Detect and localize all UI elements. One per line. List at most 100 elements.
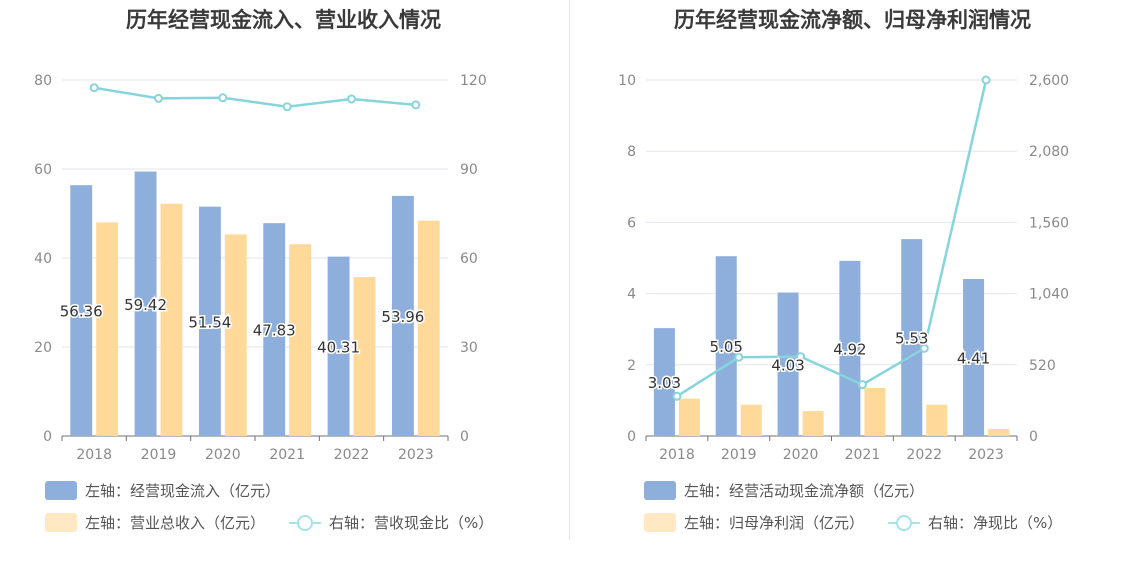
legend-item-net-cash[interactable]: 左轴：经营活动现金流净额（亿元） (644, 480, 924, 501)
legend-line-swatch (289, 513, 322, 532)
y-right-tick-label: 1,560 (1029, 215, 1069, 231)
ratio-line (676, 79, 988, 398)
bar-primary (70, 185, 93, 436)
legend-item-cash-inflow[interactable]: 左轴：经营现金流入（亿元） (45, 480, 280, 501)
bar-data-label: 4.92 (833, 340, 866, 358)
bar-secondary (988, 428, 1010, 436)
x-tick-label: 2023 (398, 447, 434, 463)
ratio-point (857, 380, 867, 390)
ratio-point (89, 83, 99, 93)
chart-title: 历年经营现金流净额、归母净利润情况 (674, 8, 1031, 32)
ratio-point (347, 94, 356, 104)
y-right-tick-label: 120 (460, 73, 487, 89)
bar-data-label: 53.96 (381, 308, 424, 326)
bar-data-label: 3.03 (648, 374, 681, 392)
y-right-tick-label: 30 (460, 340, 478, 356)
legend-swatch (644, 481, 676, 500)
bar-primary (901, 239, 923, 436)
ratio-point (981, 75, 991, 85)
legend-label: 右轴：营收现金比（%） (329, 514, 494, 532)
x-tick-label: 2020 (205, 447, 241, 463)
legend-label: 左轴：归母净利润（亿元） (684, 514, 865, 532)
y-left-tick-label: 0 (627, 429, 636, 445)
bar-secondary (353, 277, 376, 436)
bar-data-label: 59.42 (124, 296, 167, 314)
bar-primary (391, 195, 414, 436)
bar-secondary (678, 398, 700, 436)
bar-secondary (224, 234, 247, 436)
x-tick-label: 2021 (269, 447, 305, 463)
y-left-tick-label: 2 (627, 358, 636, 374)
y-left-tick-label: 6 (627, 215, 636, 231)
bar-secondary (160, 203, 183, 436)
y-right-tick-label: 90 (460, 162, 478, 178)
bar-data-label: 40.31 (317, 338, 360, 356)
bar-primary (198, 206, 221, 436)
bar-secondary (740, 404, 762, 436)
y-left-tick-label: 0 (43, 429, 52, 445)
chart-net-cash-profit: 0 2 4 6 8 10 0 520 1,040 1,560 2,080 2,600 2018 2019 2… (618, 73, 1069, 463)
y-left-tick-label: 20 (34, 340, 52, 356)
x-tick-label: 2018 (76, 447, 112, 463)
legend-item-net-profit[interactable]: 左轴：归母净利润（亿元） (644, 512, 864, 533)
legend-row-2: 左轴：归母净利润（亿元） 右轴：净现比（%） (644, 512, 1086, 533)
bar-data-label: 56.36 (60, 303, 103, 321)
chart-title: 历年经营现金流入、营业收入情况 (126, 8, 441, 32)
y-right-tick-label: 2,600 (1029, 73, 1069, 89)
bar-secondary (96, 222, 119, 436)
ratio-point (734, 352, 744, 362)
legend-item-net-cash-ratio[interactable]: 右轴：净现比（%） (888, 512, 1062, 533)
chart-panel-cash-inflow: 历年经营现金流入、营业收入情况 0 20 40 60 80 0 30 60 90 120 2018 2… (34, 8, 517, 533)
bar-primary (263, 223, 286, 436)
chart-cash-inflow-revenue: 0 20 40 60 80 0 30 60 90 120 2018 2019 2020 2021 2022 2… (34, 73, 487, 463)
bar-secondary (289, 244, 312, 436)
bar-primary (653, 328, 675, 436)
legend-row-1: 左轴：经营活动现金流净额（亿元） (644, 480, 948, 501)
legend-label: 右轴：净现比（%） (928, 514, 1063, 532)
bar-secondary (926, 404, 948, 436)
bar-primary (777, 292, 799, 436)
chart-panel-net-cash: 历年经营现金流净额、归母净利润情况 0 2 4 6 8 10 0 520 1,040 1,560 2… (571, 0, 1134, 582)
bar-data-label: 47.83 (253, 322, 296, 340)
legend-item-revenue[interactable]: 左轴：营业总收入（亿元） (45, 512, 265, 533)
bar-data-label: 5.53 (895, 330, 928, 348)
y-right-tick-label: 60 (460, 251, 478, 267)
ratio-point (218, 93, 228, 103)
x-tick-label: 2020 (783, 447, 819, 463)
y-right-tick-label: 1,040 (1029, 287, 1069, 303)
bar-primary (327, 256, 350, 436)
legend-label: 左轴：经营现金流入（亿元） (85, 482, 281, 500)
y-left-tick-label: 80 (34, 73, 52, 89)
legend-label: 左轴：经营活动现金流净额（亿元） (684, 482, 925, 500)
legend-row-2: 左轴：营业总收入（亿元） 右轴：营收现金比（%） (45, 512, 517, 533)
ratio-line (93, 86, 416, 108)
y-left-tick-label: 4 (627, 287, 636, 303)
x-tick-label: 2023 (968, 447, 1004, 463)
bar-secondary (417, 220, 440, 436)
ratio-point (796, 352, 806, 362)
ratio-point (672, 391, 682, 401)
bar-data-label: 4.41 (957, 350, 990, 368)
legend-item-ratio[interactable]: 右轴：营收现金比（%） (289, 512, 493, 533)
bar-data-label: 5.05 (710, 338, 743, 356)
y-right-tick-label: 520 (1029, 358, 1056, 374)
y-right-tick-label: 0 (460, 429, 469, 445)
x-tick-label: 2019 (721, 447, 757, 463)
bar-primary (963, 279, 985, 436)
legend-swatch (45, 513, 77, 532)
x-tick-label: 2022 (334, 447, 370, 463)
bar-secondary (864, 387, 886, 436)
y-left-tick-label: 10 (618, 73, 636, 89)
bar-data-label: 4.03 (771, 356, 804, 374)
x-tick-label: 2018 (659, 447, 695, 463)
legend-swatch (644, 513, 676, 532)
bar-primary (839, 260, 861, 436)
panel-divider (569, 0, 570, 540)
legend-swatch (45, 481, 77, 500)
bar-primary (134, 171, 157, 436)
ratio-point (411, 100, 421, 110)
ratio-point (154, 93, 163, 103)
x-tick-label: 2022 (906, 447, 942, 463)
y-left-tick-label: 8 (627, 144, 636, 160)
